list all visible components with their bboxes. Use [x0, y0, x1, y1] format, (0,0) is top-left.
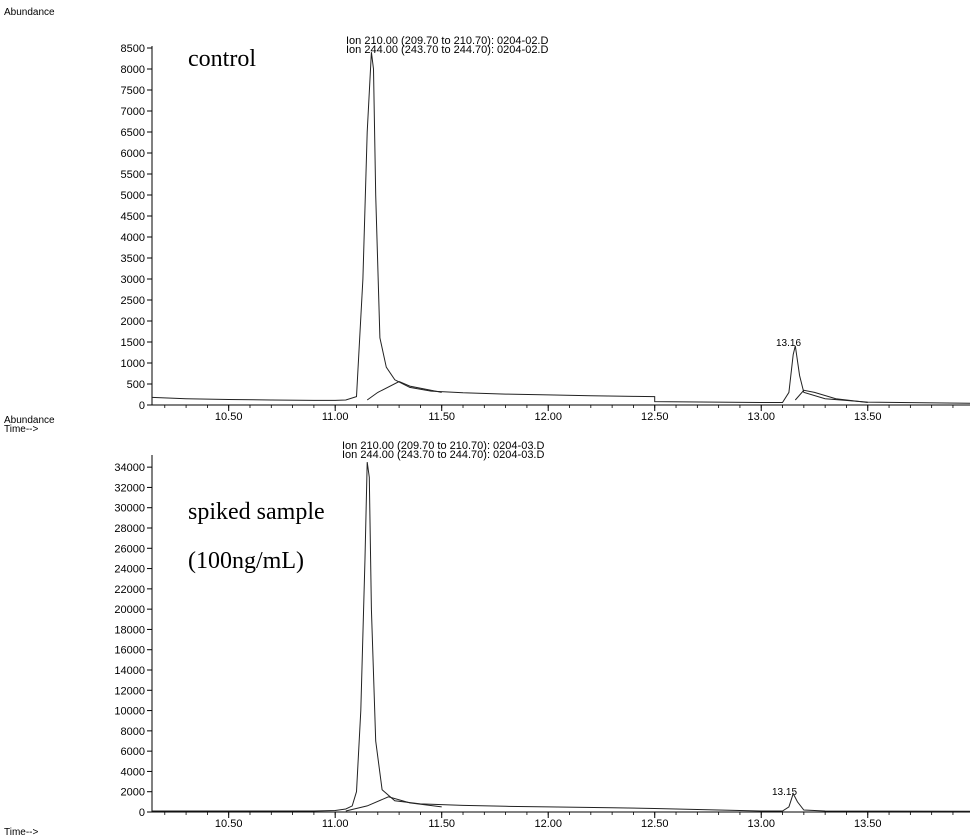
panel-1: 0 500 1000 1500 2000 2500 3000 3500 4000 4500 5000…	[121, 43, 971, 423]
y-tick-label: 28000	[114, 523, 145, 535]
panel1-ion-line-1: Ion 210.00 (209.70 to 210.70): 0204-02.D	[346, 35, 548, 47]
y-tick-label: 1000	[121, 358, 145, 370]
y-tick-label: 7500	[121, 85, 145, 97]
y-tick-label: 10000	[114, 706, 145, 718]
panel2-ion-line-2: Ion 244.00 (243.70 to 244.70): 0204-03.D	[342, 449, 544, 461]
y-tick-label: 500	[127, 379, 145, 391]
x-tick-label: 11.00	[322, 818, 349, 830]
x-tick-label: 12.50	[641, 411, 669, 423]
y-tick-label: 1500	[121, 337, 145, 349]
series-line-1	[151, 52, 971, 404]
y-tick-label: 3000	[121, 274, 145, 286]
y-tick-label: 2000	[121, 787, 145, 799]
x-tick-label: 10.50	[215, 411, 243, 423]
y-tick-label: 6500	[121, 127, 145, 139]
y-tick-label: 34000	[114, 462, 145, 474]
y-tick-label: 14000	[114, 665, 145, 677]
series-line-2	[366, 380, 442, 401]
y-tick-label: 4000	[121, 232, 145, 244]
y-tick-label: 32000	[114, 482, 145, 494]
panel2-annotation-line1: spiked sample	[188, 499, 325, 525]
panel1-x-axis-label: Time-->	[4, 424, 39, 435]
y-tick-label: 22000	[114, 584, 145, 596]
y-tick-label: 5000	[121, 190, 145, 202]
y-tick-label: 3500	[121, 253, 145, 265]
x-tick-label: 11.00	[322, 411, 349, 423]
panel2-x-axis-label: Time-->	[4, 827, 39, 838]
y-tick-label: 26000	[114, 543, 145, 555]
panel1-peak-label: 13.16	[776, 338, 801, 349]
panel1-ion-line-2: Ion 244.00 (243.70 to 244.70): 0204-02.D	[346, 44, 548, 56]
panel2-ion-line-1: Ion 210.00 (209.70 to 210.70): 0204-03.D	[342, 440, 544, 452]
y-tick-label: 5500	[121, 169, 145, 181]
x-tick-label: 13.50	[854, 411, 882, 423]
y-tick-label: 4500	[121, 211, 145, 223]
y-tick-label: 8000	[121, 726, 145, 738]
panel1-y-axis-label-2: Abundance	[4, 415, 55, 426]
series-line-2	[345, 796, 442, 812]
panel2-annotation-line2: (100ng/mL)	[188, 548, 304, 574]
y-tick-label: 12000	[114, 685, 145, 697]
y-tick-label: 2000	[121, 316, 145, 328]
y-tick-label: 24000	[114, 564, 145, 576]
x-tick-label: 11.50	[428, 818, 455, 830]
series-line-3	[794, 389, 868, 403]
y-tick-label: 18000	[114, 624, 145, 636]
x-tick-label: 11.50	[428, 411, 455, 423]
x-tick-label: 13.00	[747, 818, 775, 830]
y-tick-label: 8500	[121, 43, 145, 55]
y-tick-label: 16000	[114, 645, 145, 657]
y-tick-label: 6000	[121, 746, 145, 758]
x-tick-label: 13.00	[747, 411, 775, 423]
panel1-annotation-control: control	[188, 46, 256, 72]
panel1-y-axis-label: Abundance	[4, 7, 55, 18]
panel2-peak-label: 13.15	[772, 787, 797, 798]
x-tick-label: 10.50	[215, 818, 243, 830]
y-tick-label: 4000	[121, 766, 145, 778]
y-tick-label: 0	[139, 807, 145, 819]
x-tick-label: 12.50	[641, 818, 669, 830]
x-tick-label: 12.00	[534, 411, 562, 423]
panel-2: 0 2000 4000 6000 8000 10000 12000 14000 16000 180…	[114, 455, 971, 830]
y-tick-label: 0	[139, 400, 145, 412]
y-tick-label: 20000	[114, 604, 145, 616]
x-tick-label: 12.00	[534, 818, 562, 830]
y-tick-label: 7000	[121, 106, 145, 118]
y-tick-label: 6000	[121, 148, 145, 160]
y-tick-label: 30000	[114, 503, 145, 515]
y-tick-label: 8000	[121, 64, 145, 76]
x-tick-label: 13.50	[854, 818, 882, 830]
series-line-1	[152, 462, 971, 812]
y-tick-label: 2500	[121, 295, 145, 307]
